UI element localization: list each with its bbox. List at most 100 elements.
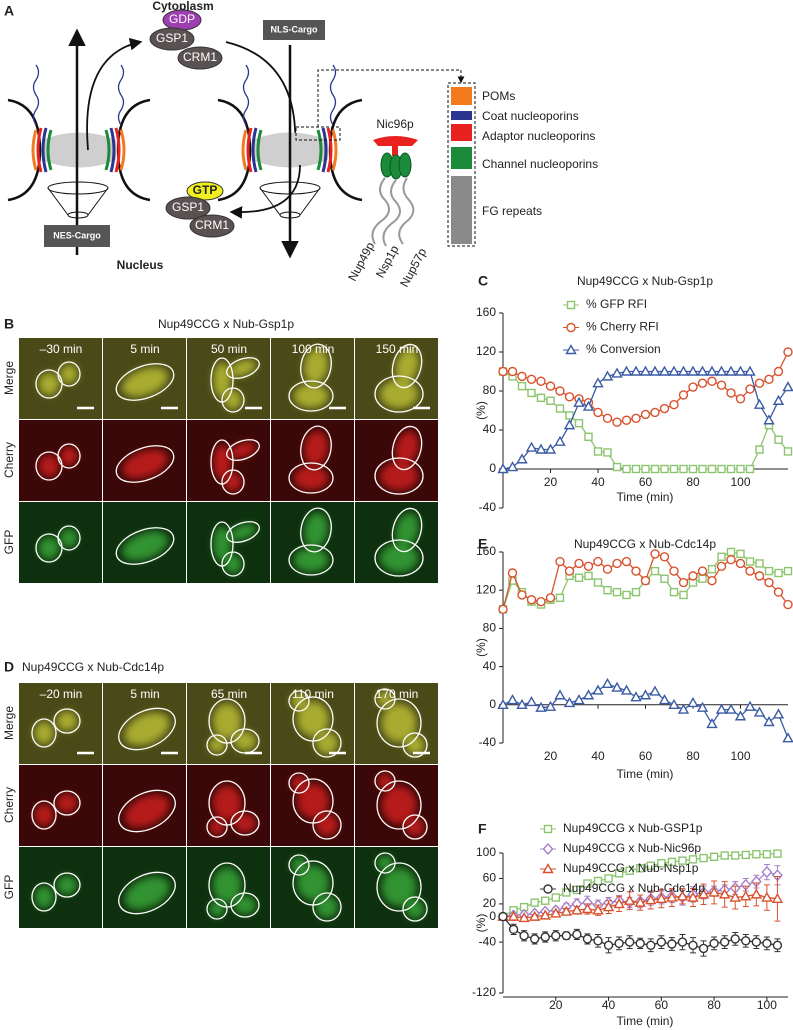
micrograph (187, 765, 270, 846)
data-point (551, 893, 560, 902)
cell-signal (212, 867, 242, 903)
data-point (506, 694, 519, 705)
series-line (502, 370, 789, 470)
data-point (631, 413, 641, 423)
data-point (555, 386, 565, 396)
cell-signal (212, 703, 242, 739)
micrograph (271, 502, 354, 583)
cell-signal (229, 359, 257, 377)
data-point (658, 694, 671, 705)
legend-label: % GFP RFI (586, 297, 647, 311)
cell-outline (376, 862, 422, 912)
data-point (572, 885, 582, 895)
data-point (554, 689, 566, 700)
data-point (666, 891, 678, 902)
data-point (555, 404, 565, 413)
data-point (602, 564, 613, 574)
data-point (622, 464, 631, 474)
crm1-label: CRM1 (195, 218, 229, 232)
cell-signal (381, 867, 417, 907)
data-point (782, 381, 793, 392)
fg-strands (32, 64, 125, 126)
y-tick-label: 20 (483, 896, 497, 910)
cell-outline (312, 728, 342, 758)
data-point (753, 398, 766, 409)
cell-signal (56, 875, 78, 895)
gsp1 (165, 196, 211, 220)
cell-signal (291, 693, 307, 709)
y-tick-label: 120 (476, 582, 496, 596)
data-point (612, 558, 622, 569)
data-point (678, 577, 689, 588)
x-tick-label: 100 (730, 475, 750, 489)
micrograph: 5 min (103, 338, 186, 419)
data-point (631, 566, 641, 576)
data-point (526, 595, 537, 605)
cell-signal (381, 703, 417, 743)
micrograph (19, 502, 102, 583)
y-tick-label: 40 (483, 659, 497, 673)
y-tick-label: -120 (472, 985, 496, 999)
data-point (667, 857, 677, 867)
data-point (650, 407, 660, 418)
data-point (536, 596, 546, 607)
cell-signal (405, 899, 425, 919)
data-point (535, 701, 547, 712)
cell-signal (229, 441, 257, 459)
data-point (708, 886, 720, 897)
cell-signal (60, 364, 78, 384)
y-tick-label: -40 (479, 934, 497, 948)
data-point (516, 698, 528, 709)
data-point (614, 869, 624, 878)
data-point (752, 850, 761, 859)
legend-marker (566, 322, 576, 333)
cell-signal (377, 855, 393, 871)
micrograph (19, 420, 102, 501)
data-point (536, 393, 546, 403)
cell-outline (300, 507, 332, 553)
cell-signal (122, 531, 168, 561)
data-point (646, 940, 656, 950)
nup-label: Nsp1p (373, 243, 402, 280)
cell-outline (288, 772, 310, 794)
x-tick-label: 100 (757, 998, 777, 1012)
data-point (678, 856, 687, 865)
data-point (782, 732, 793, 743)
crm1 (177, 46, 223, 70)
cell-signal (122, 367, 168, 397)
x-tick-label: 100 (730, 749, 750, 763)
data-point (677, 365, 690, 376)
nic96-label: Nic96p (376, 117, 414, 131)
data-point (679, 590, 688, 600)
data-point (658, 365, 671, 376)
panel-letter: A (4, 3, 14, 19)
channel (42, 132, 116, 168)
data-point (699, 853, 708, 863)
nes-cargo-label: NES-Cargo (53, 230, 101, 240)
x-tick-label: 60 (639, 749, 653, 763)
data-point (688, 855, 698, 864)
panel-letter: D (4, 659, 14, 675)
cell-outline (374, 688, 396, 710)
data-point (697, 888, 710, 899)
data-point (659, 403, 670, 414)
cell-signal (233, 731, 257, 751)
data-point (726, 464, 736, 474)
cell-signal (60, 446, 78, 466)
data-point (735, 394, 746, 404)
data-point (592, 377, 604, 388)
data-point (621, 556, 632, 567)
data-point (720, 851, 729, 860)
micrograph: –30 min (19, 338, 102, 419)
micrograph: 150 min (355, 338, 438, 419)
cell-signal (297, 701, 329, 737)
fg-strands (242, 64, 337, 126)
micrograph (355, 765, 438, 846)
data-point (688, 382, 698, 392)
nic96 (373, 136, 418, 156)
rings-right (241, 127, 338, 173)
y-tick-label: 80 (483, 621, 497, 635)
data-point (612, 587, 622, 597)
cell-signal (293, 548, 329, 572)
data-point (679, 464, 688, 474)
